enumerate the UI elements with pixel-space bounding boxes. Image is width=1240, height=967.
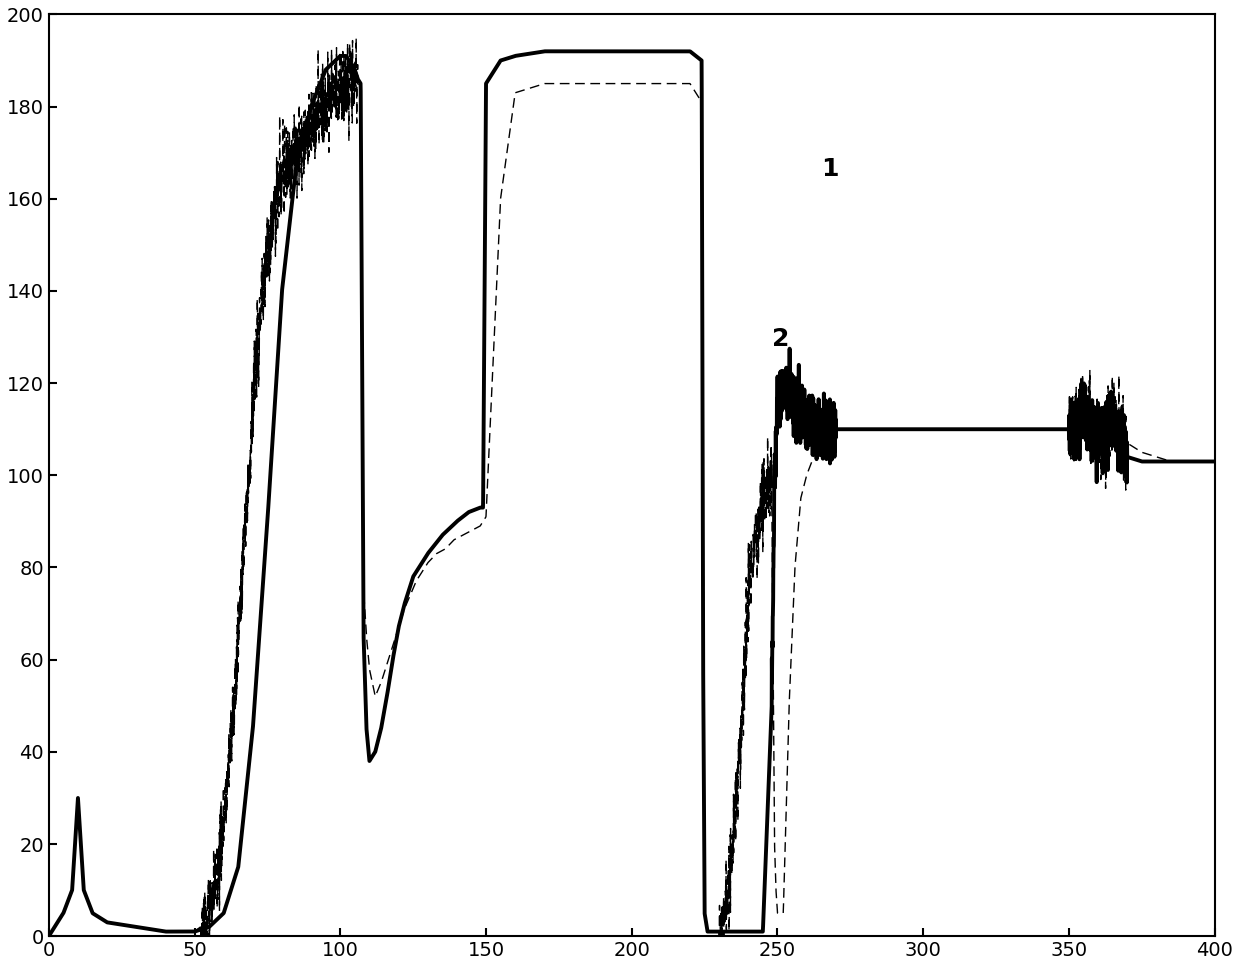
Text: 1: 1 bbox=[821, 157, 838, 181]
Text: 2: 2 bbox=[771, 327, 789, 351]
